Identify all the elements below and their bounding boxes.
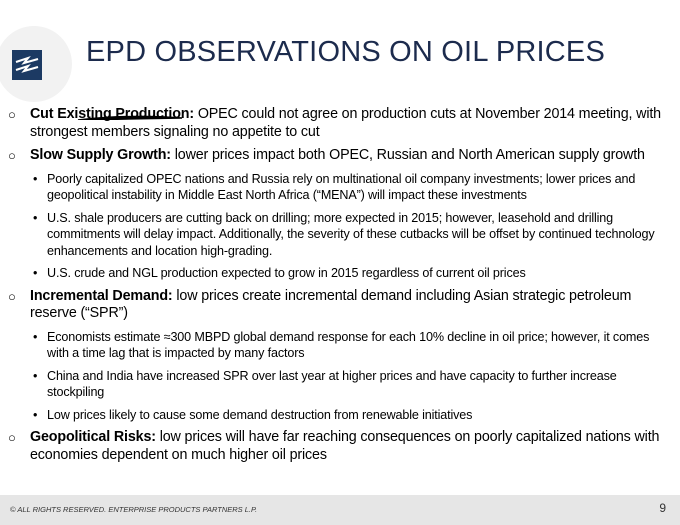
bullet-lead: Incremental Demand: <box>30 287 173 304</box>
bullet-text: low prices create incremental demand inc… <box>30 287 632 322</box>
logo-decoration <box>0 26 183 120</box>
bullet-marker: ○ <box>8 148 16 163</box>
logo-mark <box>15 55 39 73</box>
sub-bullet-text: Poorly capitalized OPEC nations and Russ… <box>47 171 636 203</box>
bullet: ○ Slow Supply Growth: lower prices impact… <box>8 147 670 165</box>
bullet: ○ Geopolitical Risks: low prices will hav… <box>8 429 670 464</box>
bullet-lead: Slow Supply Growth: <box>30 147 171 163</box>
copyright: © ALL RIGHTS RESERVED. ENTERPRISE PRODUC… <box>10 505 258 514</box>
sub-bullet-marker: • <box>33 266 38 280</box>
sub-bullet-marker: • <box>33 368 38 383</box>
sub-bullet-marker: • <box>33 171 38 186</box>
sub-bullet-text: Economists estimate ≈300 MBPD global dem… <box>47 329 650 361</box>
sub-bullet-text: U.S. shale producers are cutting back on… <box>47 210 655 258</box>
sub-bullet-text: Low prices likely to cause some demand d… <box>47 407 473 422</box>
bullet-text: low prices will have far reaching conseq… <box>30 429 660 463</box>
sub-bullet-text: U.S. crude and NGL production expected t… <box>47 266 526 280</box>
sub-bullet-marker: • <box>33 407 38 422</box>
page-number: 9 <box>659 501 666 515</box>
sub-bullet: • U.S. shale producers are cutting back o… <box>8 210 670 260</box>
bullet-marker: ○ <box>8 430 16 445</box>
sub-bullet-marker: • <box>33 210 38 225</box>
bullet-text: OPEC could not agree on production cuts … <box>30 106 661 140</box>
sub-bullet-marker: • <box>33 329 38 344</box>
bullet: ○ Incremental Demand: low prices create i… <box>8 288 670 323</box>
sub-bullet-text: China and India have increased SPR over … <box>47 368 617 400</box>
sub-bullet: • Low prices likely to cause some demand … <box>8 407 670 424</box>
sub-bullet: • China and India have increased SPR over… <box>8 368 670 401</box>
slide-title: EPD OBSERVATIONS ON OIL PRICES <box>86 36 605 68</box>
bullet: ○ Cut Existing Production: OPEC could not… <box>8 106 670 141</box>
sub-bullet: • U.S. crude and NGL production expected … <box>8 265 670 282</box>
bullet-marker: ○ <box>8 107 16 122</box>
bullet-lead: Geopolitical Risks: <box>30 429 156 445</box>
bullet-marker: ○ <box>8 288 16 304</box>
logo <box>12 50 42 80</box>
sub-bullet: • Economists estimate ≈300 MBPD global de… <box>8 329 670 362</box>
bullet-lead: Cut Existing Production: <box>30 106 194 122</box>
sub-bullet: • Poorly capitalized OPEC nations and Rus… <box>8 171 670 204</box>
footer: © ALL RIGHTS RESERVED. ENTERPRISE PRODUC… <box>0 495 680 525</box>
bullet-list: ○ Cut Existing Production: OPEC could not… <box>8 106 670 470</box>
title-swoosh <box>77 115 183 120</box>
bullet-text: lower prices impact both OPEC, Russian a… <box>174 147 645 163</box>
